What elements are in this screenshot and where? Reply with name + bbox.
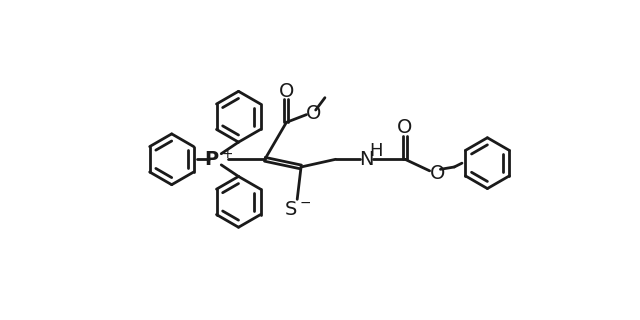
Text: H: H <box>369 142 383 160</box>
Text: O: O <box>397 118 413 137</box>
Text: S$^-$: S$^-$ <box>284 200 311 219</box>
Text: O: O <box>279 82 294 101</box>
Text: O: O <box>306 104 321 123</box>
Text: O: O <box>429 164 445 183</box>
Text: P$^+$: P$^+$ <box>204 148 233 170</box>
Text: N: N <box>359 150 374 169</box>
